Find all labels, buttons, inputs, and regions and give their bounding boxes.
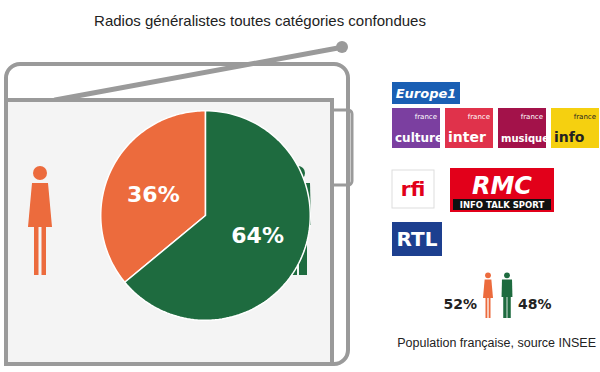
- svg-text:france: france: [415, 113, 437, 121]
- svg-text:RMC: RMC: [472, 172, 532, 200]
- svg-text:musique: musique: [501, 133, 549, 144]
- svg-text:Population française, source I: Population française, source INSEE: [397, 336, 596, 350]
- svg-text:france: france: [574, 113, 596, 121]
- svg-text:52%: 52%: [443, 296, 477, 312]
- svg-text:36%: 36%: [127, 182, 180, 207]
- svg-text:INFO TALK SPORT: INFO TALK SPORT: [460, 200, 545, 210]
- svg-text:france: france: [468, 113, 490, 121]
- html-text:Radios généralistes toutes cat: Radios généralistes toutes catégories co…: [94, 12, 426, 29]
- svg-text:inter: inter: [448, 129, 486, 145]
- svg-text:Europe1: Europe1: [396, 86, 457, 101]
- svg-text:rfi: rfi: [401, 177, 426, 201]
- svg-text:RTL: RTL: [397, 227, 438, 251]
- svg-text:48%: 48%: [518, 296, 552, 312]
- svg-text:france: france: [521, 113, 543, 121]
- svg-text:64%: 64%: [231, 223, 284, 248]
- svg-text:info: info: [554, 129, 585, 145]
- svg-text:culture: culture: [395, 131, 443, 145]
